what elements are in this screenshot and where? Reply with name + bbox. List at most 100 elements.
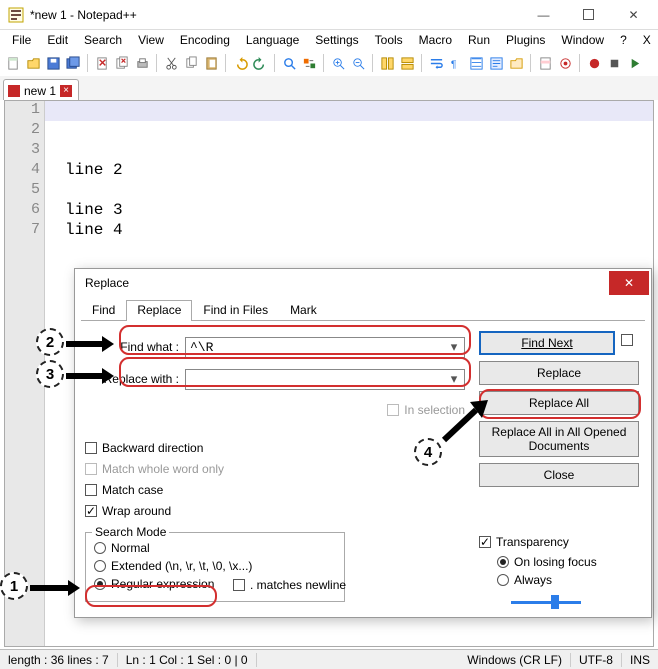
tab-close-icon[interactable]: × [60,85,72,97]
play-macro-icon[interactable] [625,54,643,72]
dialog-tabs: Find Replace Find in Files Mark [81,299,645,321]
menu-edit[interactable]: Edit [41,32,74,48]
print-icon[interactable] [133,54,151,72]
undo-icon[interactable] [231,54,249,72]
maximize-button[interactable] [566,0,611,29]
wrap-around-checkbox[interactable]: ✓Wrap around [85,502,465,520]
menu-encoding[interactable]: Encoding [174,32,236,48]
status-bar: length : 36 lines : 7 Ln : 1 Col : 1 Sel… [0,649,658,669]
status-caret: Ln : 1 Col : 1 Sel : 0 | 0 [118,653,257,667]
tab-replace[interactable]: Replace [126,300,192,321]
save-icon[interactable] [44,54,62,72]
menu-run[interactable]: Run [462,32,496,48]
sync-h-icon[interactable] [398,54,416,72]
find-icon[interactable] [280,54,298,72]
toolbar-sep3 [225,54,226,72]
replace-icon[interactable] [300,54,318,72]
whole-word-checkbox: Match whole word only [85,460,465,478]
menu-help[interactable]: ? [614,32,633,48]
dropdown-icon[interactable]: ▾ [446,340,462,355]
mode-extended-radio[interactable]: Extended (\n, \r, \t, \0, \x...) [94,557,336,575]
transparency-losing-radio[interactable]: On losing focus [497,553,639,571]
toolbar: ¶ [0,50,658,76]
dialog-title-bar[interactable]: Replace ✕ [75,269,651,297]
tab-mark[interactable]: Mark [279,300,328,321]
replace-button[interactable]: Replace [479,361,639,385]
arrow-icon [66,335,114,353]
code-line [45,141,65,161]
code-line [45,181,65,201]
annotation-badge-4: 4 [414,438,442,466]
transparency-checkbox[interactable]: ✓Transparency [479,533,639,551]
code-line: line 4 [45,221,123,241]
toolbar-sep4 [274,54,275,72]
find-next-lock-checkbox[interactable] [621,331,639,349]
menu-view[interactable]: View [132,32,170,48]
title-bar: *new 1 - Notepad++ — ✕ [0,0,658,30]
close-all-icon[interactable] [113,54,131,72]
close-file-icon[interactable] [93,54,111,72]
menu-plugins[interactable]: Plugins [500,32,551,48]
copy-icon[interactable] [182,54,200,72]
tab-find[interactable]: Find [81,300,126,321]
document-tab[interactable]: new 1 × [3,79,79,100]
find-next-button[interactable]: Find Next [479,331,615,355]
status-eol[interactable]: Windows (CR LF) [459,653,571,667]
annotation-badge-1: 1 [0,572,28,600]
status-length: length : 36 lines : 7 [0,653,118,667]
toolbar-sep [87,54,88,72]
open-file-icon[interactable] [24,54,42,72]
mode-normal-radio[interactable]: Normal [94,539,336,557]
match-case-checkbox[interactable]: Match case [85,481,465,499]
record-macro-icon[interactable] [585,54,603,72]
redo-icon[interactable] [251,54,269,72]
status-ins[interactable]: INS [622,653,658,667]
tab-find-in-files[interactable]: Find in Files [192,300,279,321]
stop-macro-icon[interactable] [605,54,623,72]
backward-checkbox[interactable]: Backward direction [85,439,465,457]
document-tab-bar: new 1 × [0,76,658,100]
transparency-always-radio[interactable]: Always [497,571,639,589]
menu-file[interactable]: File [6,32,37,48]
close-button[interactable]: ✕ [611,0,656,29]
new-file-icon[interactable] [4,54,22,72]
show-all-chars-icon[interactable]: ¶ [447,54,465,72]
menu-settings[interactable]: Settings [309,32,364,48]
annotation-badge-3: 3 [36,360,64,388]
paste-icon[interactable] [202,54,220,72]
zoom-in-icon[interactable] [329,54,347,72]
document-tab-label: new 1 [24,84,56,98]
sync-v-icon[interactable] [378,54,396,72]
menu-search[interactable]: Search [78,32,128,48]
svg-text:¶: ¶ [450,59,456,70]
menu-window[interactable]: Window [555,32,610,48]
close-dialog-button[interactable]: Close [479,463,639,487]
folder-icon[interactable] [507,54,525,72]
dropdown-icon[interactable]: ▾ [446,372,462,387]
annotation-badge-2: 2 [36,328,64,356]
doc-map-icon[interactable] [536,54,554,72]
zoom-out-icon[interactable] [349,54,367,72]
cut-icon[interactable] [162,54,180,72]
menu-tools[interactable]: Tools [369,32,409,48]
dot-matches-newline-checkbox[interactable]: . matches newline [233,576,346,594]
toolbar-sep2 [156,54,157,72]
find-what-input[interactable]: ^\R ▾ [185,337,465,358]
func-list-icon[interactable] [487,54,505,72]
minimize-button[interactable]: — [521,0,566,29]
replace-with-input[interactable]: ▾ [185,369,465,390]
dialog-close-button[interactable]: ✕ [609,271,649,295]
menu-x[interactable]: X [637,32,658,48]
replace-all-open-button[interactable]: Replace All in All Opened Documents [479,421,639,457]
transparency-slider[interactable] [511,595,639,609]
menu-macro[interactable]: Macro [413,32,458,48]
monitor-icon[interactable] [556,54,574,72]
save-all-icon[interactable] [64,54,82,72]
indent-guide-icon[interactable] [467,54,485,72]
code-line: line 3 [45,201,123,221]
wordwrap-icon[interactable] [427,54,445,72]
toolbar-sep5 [323,54,324,72]
replace-all-button[interactable]: Replace All [479,391,639,415]
menu-language[interactable]: Language [240,32,305,48]
status-encoding[interactable]: UTF-8 [571,653,622,667]
